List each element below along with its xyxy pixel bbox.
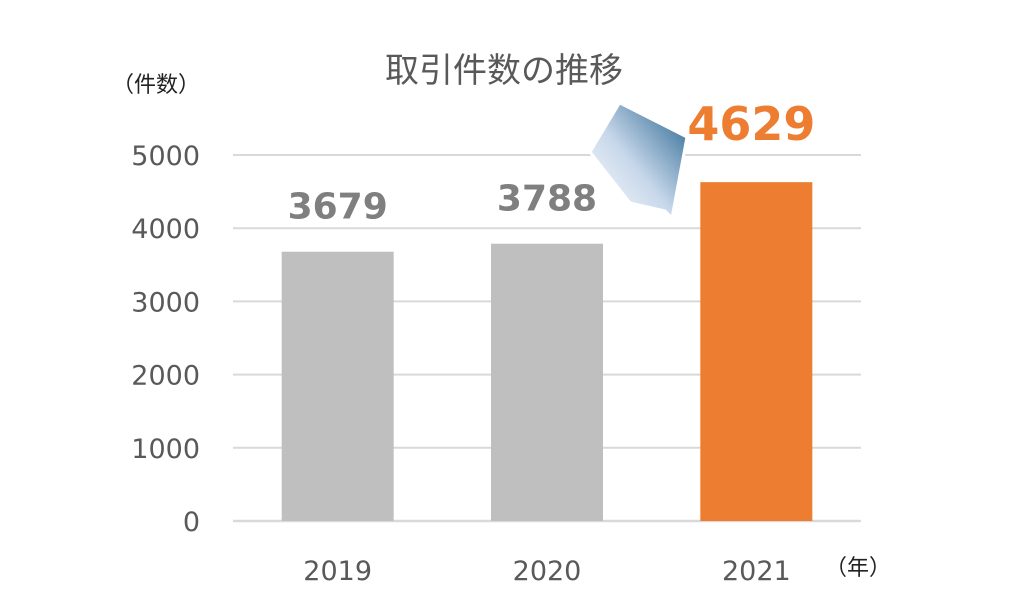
x-axis-categories: 2019 2020 2021 <box>303 556 790 587</box>
x-category-label: 2019 <box>303 556 372 587</box>
y-tick-label: 2000 <box>131 361 200 392</box>
data-label-2021: 4629 <box>687 97 815 151</box>
x-category-label: 2020 <box>513 556 582 587</box>
chart-title: 取引件数の推移 <box>385 51 623 91</box>
bar-2021 <box>700 182 813 521</box>
x-category-label: 2021 <box>722 556 791 587</box>
y-tick-label: 1000 <box>131 434 200 465</box>
trend-arrow <box>588 98 689 222</box>
y-axis-ticks: 0 1000 2000 3000 4000 5000 <box>131 141 200 538</box>
x-axis-unit: （年） <box>825 556 891 581</box>
bars <box>281 182 813 522</box>
bar-2019 <box>281 251 394 521</box>
y-tick-label: 3000 <box>131 287 200 318</box>
data-labels: 3679 3788 4629 <box>288 97 816 228</box>
bar-2020 <box>491 243 603 522</box>
y-tick-label: 5000 <box>131 141 200 172</box>
data-label-2019: 3679 <box>288 187 388 228</box>
y-tick-label: 4000 <box>131 214 200 245</box>
data-label-2020: 3788 <box>497 179 597 220</box>
y-tick-label: 0 <box>183 507 200 538</box>
trend-arrow-shape <box>588 98 689 222</box>
y-axis-unit: （件数） <box>112 73 200 98</box>
